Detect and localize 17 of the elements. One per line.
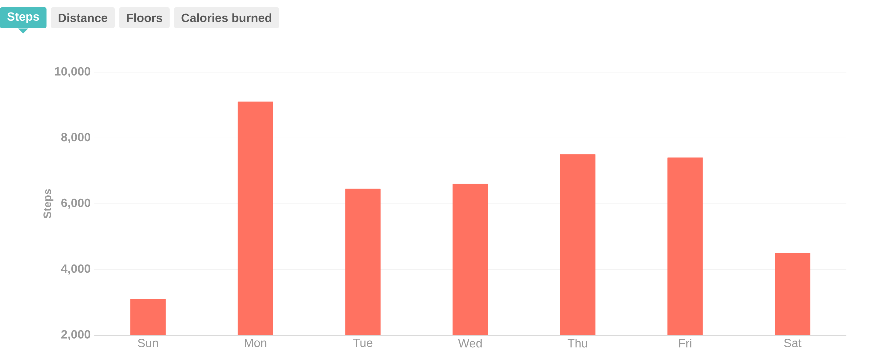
y-axis-title: Steps bbox=[44, 189, 54, 219]
text: Steps bbox=[8, 12, 40, 24]
x-tick-label: Thu bbox=[568, 338, 588, 348]
x-tick-label: Mon bbox=[245, 338, 267, 348]
x-tick-label: Sun bbox=[138, 338, 158, 348]
y-tick-label: 10,000 bbox=[55, 67, 91, 78]
y-tick-label: 6,000 bbox=[62, 198, 91, 210]
y-tick-label: 2,000 bbox=[62, 330, 91, 341]
y-tick-label: 4,000 bbox=[61, 264, 91, 275]
x-tick-label: Sat bbox=[784, 338, 802, 348]
x-tick-label: Fri bbox=[679, 338, 692, 348]
x-tick-label: Wed bbox=[458, 338, 482, 348]
x-tick-label: Tue bbox=[353, 338, 373, 348]
y-tick-label: 8,000 bbox=[61, 133, 91, 144]
text: Calories burned bbox=[182, 14, 272, 22]
text: Floors bbox=[127, 14, 162, 22]
text: Distance bbox=[58, 14, 108, 22]
